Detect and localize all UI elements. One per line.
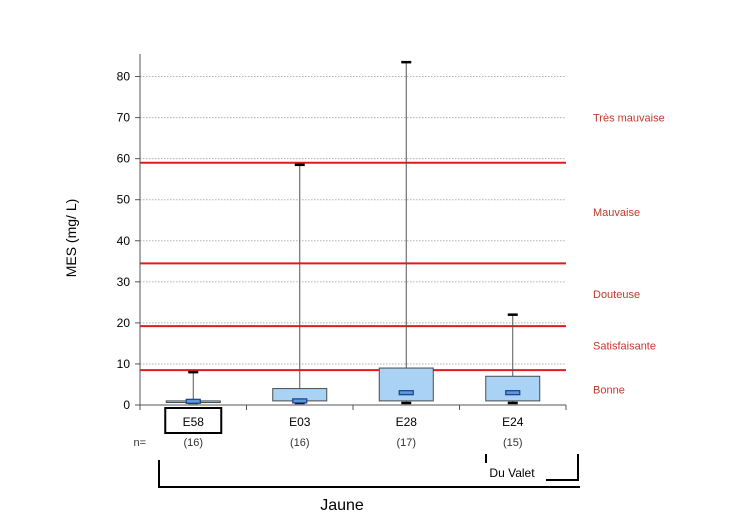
grid-lines xyxy=(140,76,566,365)
category-label: E28 xyxy=(396,415,418,429)
category-labels: n= E58 (16) E03 (16) E28 (17) E24 (15) xyxy=(133,407,524,449)
y-axis-label: MES (mg/ L) xyxy=(63,199,79,278)
median-marker xyxy=(505,390,521,396)
category-label: E24 xyxy=(502,415,524,429)
category-label: E58 xyxy=(183,415,205,429)
highlight-box xyxy=(164,407,223,434)
y-tick-label: 30 xyxy=(117,275,131,289)
median-marker xyxy=(292,398,308,404)
quality-class-label: Mauvaise xyxy=(593,207,640,219)
threshold-lines xyxy=(140,161,566,372)
quality-class-label: Très mauvaise xyxy=(593,113,665,125)
group-label-jaune: Jaune xyxy=(320,497,364,514)
y-tick-label: 80 xyxy=(117,70,131,84)
group-bracket-jaune xyxy=(158,460,580,488)
n-count-label: (17) xyxy=(396,437,416,449)
quality-class-label: Bonne xyxy=(593,384,625,396)
quality-class-labels: Très mauvaise Mauvaise Douteuse Satisfaisan… xyxy=(593,113,665,397)
group-label-bg xyxy=(478,463,546,481)
quality-class-label: Douteuse xyxy=(593,289,640,301)
y-tick-label: 70 xyxy=(117,111,131,125)
median-marker xyxy=(185,398,201,404)
box-body xyxy=(378,367,434,402)
y-tick-label: 10 xyxy=(117,357,131,371)
n-count-label: (16) xyxy=(290,437,310,449)
box-body xyxy=(485,375,541,402)
median-marker xyxy=(398,390,414,396)
category-label: E03 xyxy=(289,415,311,429)
y-tick-label: 50 xyxy=(117,193,131,207)
axes: 0 10 20 30 40 50 60 70 80 xyxy=(117,54,567,412)
y-tick-label: 40 xyxy=(117,234,131,248)
y-tick-label: 20 xyxy=(117,316,131,330)
group-label-du-valet: Du Valet xyxy=(489,466,535,480)
n-count-label: (15) xyxy=(503,437,523,449)
group-brackets: Du Valet Jaune xyxy=(158,454,580,514)
boxes xyxy=(165,60,541,405)
quality-class-label: Satisfaisante xyxy=(593,340,656,352)
n-prefix-label: n= xyxy=(133,437,146,449)
y-tick-label: 60 xyxy=(117,152,131,166)
n-count-label: (16) xyxy=(183,437,203,449)
y-tick-label: 0 xyxy=(123,398,130,412)
